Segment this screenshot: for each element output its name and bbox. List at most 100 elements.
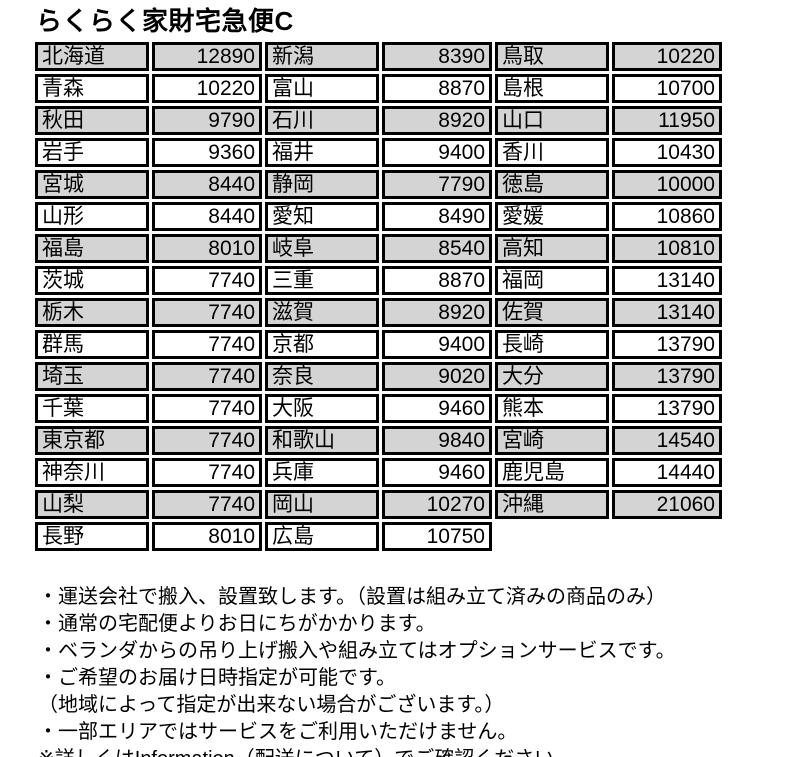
price-cell: 13140 (612, 266, 722, 295)
prefecture-cell: 沖縄 (495, 490, 609, 519)
price-cell: 10700 (612, 74, 722, 103)
table-row: 東京都 7740 和歌山 9840 宮崎 14540 (35, 426, 722, 455)
price-cell: 7740 (152, 362, 262, 391)
prefecture-cell: 京都 (265, 330, 379, 359)
prefecture-cell: 福井 (265, 138, 379, 167)
note-line: ・ベランダからの吊り上げ搬入や組み立てはオプションサービスです。 (38, 640, 676, 662)
table-row: 栃木 7740 滋賀 8920 佐賀 13140 (35, 298, 722, 327)
price-cell: 13140 (612, 298, 722, 327)
note-line: ・一部エリアではサービスをご利用いただけません。 (38, 721, 518, 743)
table-row: 青森 10220 富山 8870 島根 10700 (35, 74, 722, 103)
table-row: 神奈川 7740 兵庫 9460 鹿児島 14440 (35, 458, 722, 487)
prefecture-cell: 岡山 (265, 490, 379, 519)
prefecture-cell: 大阪 (265, 394, 379, 423)
prefecture-cell: 岩手 (35, 138, 149, 167)
price-cell: 8440 (152, 202, 262, 231)
price-cell: 7740 (152, 298, 262, 327)
table-row: 秋田 9790 石川 8920 山口 11950 (35, 106, 722, 135)
price-cell: 13790 (612, 394, 722, 423)
prefecture-cell: 兵庫 (265, 458, 379, 487)
prefecture-cell: 茨城 (35, 266, 149, 295)
prefecture-cell: 青森 (35, 74, 149, 103)
prefecture-cell: 愛媛 (495, 202, 609, 231)
prefecture-cell: 愛知 (265, 202, 379, 231)
price-cell: 9360 (152, 138, 262, 167)
prefecture-cell: 山梨 (35, 490, 149, 519)
price-cell: 10220 (152, 74, 262, 103)
fee-table: 北海道 12890 新潟 8390 鳥取 10220 青森 10220 富山 8870 島根 1070… (32, 39, 725, 554)
prefecture-cell: 香川 (495, 138, 609, 167)
prefecture-cell: 滋賀 (265, 298, 379, 327)
note-line: ・通常の宅配便よりお日にちがかかります。 (38, 613, 436, 635)
prefecture-cell: 三重 (265, 266, 379, 295)
prefecture-cell: 宮城 (35, 170, 149, 199)
price-cell: 8870 (382, 266, 492, 295)
prefecture-cell: 岐阜 (265, 234, 379, 263)
price-cell: 8920 (382, 298, 492, 327)
notes: ・運送会社で搬入、設置致します。（設置は組み立て済みの商品のみ） ・通常の宅配便… (38, 584, 800, 757)
prefecture-cell: 熊本 (495, 394, 609, 423)
prefecture-cell: 和歌山 (265, 426, 379, 455)
prefecture-cell: 長野 (35, 522, 149, 551)
price-cell: 8440 (152, 170, 262, 199)
price-cell: 9840 (382, 426, 492, 455)
prefecture-cell: 広島 (265, 522, 379, 551)
table-row: 群馬 7740 京都 9400 長崎 13790 (35, 330, 722, 359)
price-cell: 10810 (612, 234, 722, 263)
price-cell: 14440 (612, 458, 722, 487)
price-cell: 9400 (382, 138, 492, 167)
prefecture-cell: 高知 (495, 234, 609, 263)
prefecture-cell: 群馬 (35, 330, 149, 359)
table-row: 千葉 7740 大阪 9460 熊本 13790 (35, 394, 722, 423)
prefecture-cell: 秋田 (35, 106, 149, 135)
prefecture-cell (495, 522, 609, 551)
price-cell: 10860 (612, 202, 722, 231)
prefecture-cell: 東京都 (35, 426, 149, 455)
price-cell: 9400 (382, 330, 492, 359)
note-line: ・ご希望のお届け日時指定が可能です。 (38, 667, 396, 689)
prefecture-cell: 静岡 (265, 170, 379, 199)
price-cell: 7740 (152, 394, 262, 423)
price-cell: 13790 (612, 362, 722, 391)
price-cell: 10750 (382, 522, 492, 551)
price-cell: 8540 (382, 234, 492, 263)
price-cell: 12890 (152, 42, 262, 71)
price-cell: 9460 (382, 458, 492, 487)
page-title: らくらく家財宅急便C (36, 6, 294, 36)
table-row: 北海道 12890 新潟 8390 鳥取 10220 (35, 42, 722, 71)
note-line: ・運送会社で搬入、設置致します。（設置は組み立て済みの商品のみ） (38, 586, 666, 608)
table-row: 岩手 9360 福井 9400 香川 10430 (35, 138, 722, 167)
prefecture-cell: 北海道 (35, 42, 149, 71)
prefecture-cell: 山形 (35, 202, 149, 231)
table-row: 山形 8440 愛知 8490 愛媛 10860 (35, 202, 722, 231)
price-cell: 13790 (612, 330, 722, 359)
table-row: 埼玉 7740 奈良 9020 大分 13790 (35, 362, 722, 391)
price-cell: 7790 (382, 170, 492, 199)
fee-table-body: 北海道 12890 新潟 8390 鳥取 10220 青森 10220 富山 8870 島根 1070… (35, 42, 722, 551)
price-cell: 8010 (152, 522, 262, 551)
price-cell: 7740 (152, 330, 262, 359)
prefecture-cell: 福岡 (495, 266, 609, 295)
price-cell: 7740 (152, 426, 262, 455)
price-cell: 10270 (382, 490, 492, 519)
price-cell: 7740 (152, 458, 262, 487)
table-row: 宮城 8440 静岡 7790 徳島 10000 (35, 170, 722, 199)
prefecture-cell: 長崎 (495, 330, 609, 359)
price-cell: 8490 (382, 202, 492, 231)
prefecture-cell: 神奈川 (35, 458, 149, 487)
price-cell: 9790 (152, 106, 262, 135)
price-cell: 8010 (152, 234, 262, 263)
price-cell: 14540 (612, 426, 722, 455)
prefecture-cell: 富山 (265, 74, 379, 103)
prefecture-cell: 佐賀 (495, 298, 609, 327)
price-cell: 9460 (382, 394, 492, 423)
prefecture-cell: 福島 (35, 234, 149, 263)
note-line: ※詳しくはInformation（配送について）でご確認ください。 (38, 746, 800, 757)
table-row: 山梨 7740 岡山 10270 沖縄 21060 (35, 490, 722, 519)
price-cell: 10430 (612, 138, 722, 167)
price-cell: 8920 (382, 106, 492, 135)
table-row: 福島 8010 岐阜 8540 高知 10810 (35, 234, 722, 263)
price-cell: 8870 (382, 74, 492, 103)
table-row: 茨城 7740 三重 8870 福岡 13140 (35, 266, 722, 295)
prefecture-cell: 宮崎 (495, 426, 609, 455)
